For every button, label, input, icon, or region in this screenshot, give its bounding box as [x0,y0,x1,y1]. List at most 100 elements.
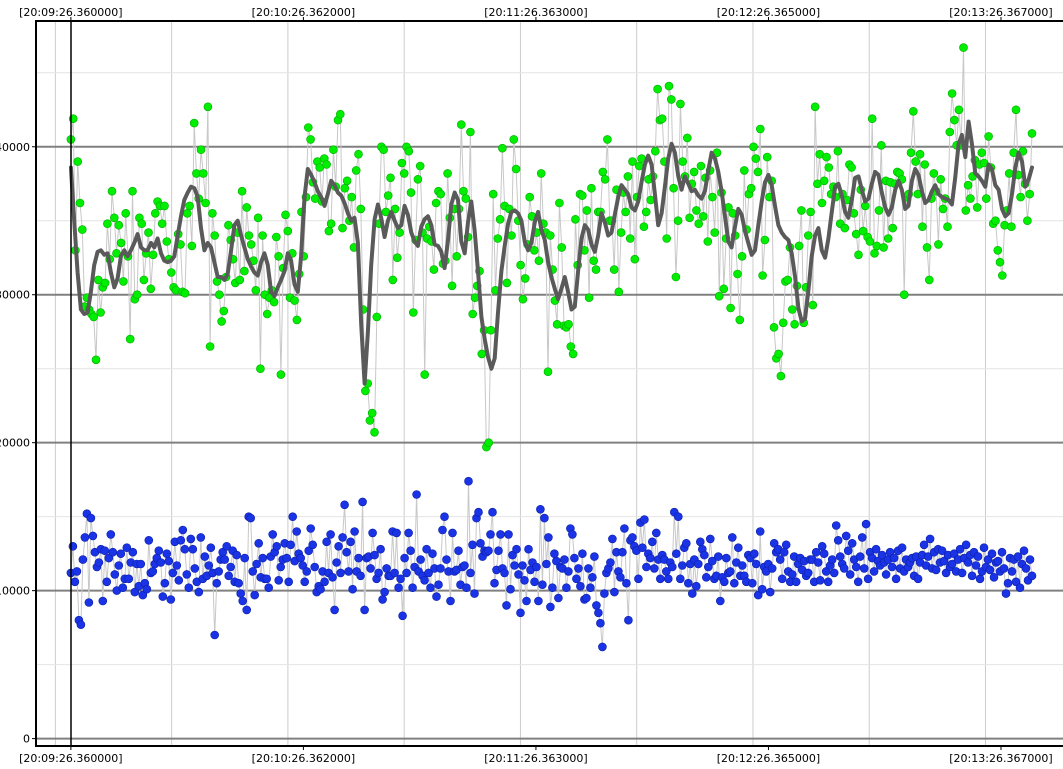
green-series-point [217,317,226,326]
green-series-point [961,206,971,215]
green-series-point [698,212,708,221]
blue-series-point [180,544,190,554]
blue-series-point [406,546,415,556]
green-series-point [797,206,806,215]
green-series-points [66,43,1037,452]
green-series-point [429,265,439,274]
blue-series-point [851,562,861,572]
green-series-point [938,204,948,214]
blue-series-point [342,547,351,557]
blue-series-point [118,583,128,593]
blue-series-point [448,528,457,538]
green-series-point [888,223,898,233]
blue-series-point [835,552,845,561]
green-series-point [240,266,249,276]
blue-series-point [550,549,559,559]
green-series-point [132,290,142,300]
green-series-point [653,84,662,94]
blue-series-point [326,530,335,539]
green-series-point [555,198,564,208]
green-series-point [673,216,683,225]
blue-series-point [681,538,691,548]
blue-series-point [268,530,278,539]
blue-series-point [889,553,899,563]
blue-series-point [460,561,469,570]
blue-series-point [993,556,1003,566]
blue-series-point [160,578,170,588]
blue-series-point [699,550,709,560]
blue-series-point [214,567,223,576]
green-series-point [778,318,788,328]
green-series-point [224,220,233,230]
blue-series-point [84,598,94,607]
green-series-point [664,81,674,91]
green-series-point [758,271,767,280]
green-series-point [577,191,587,200]
blue-series-point [769,538,779,548]
blue-series-point [308,540,318,550]
green-series-point [397,158,407,168]
blue-series-point [628,533,637,542]
blue-series-point [600,589,609,598]
green-series-point [870,249,879,258]
green-series-point [406,188,416,197]
blue-series-point [474,507,483,517]
x-tick-label-bottom: [20:12:26.365000] [717,752,820,765]
blue-series-point [695,537,705,547]
green-series-point [833,146,843,156]
green-series-point [639,222,649,231]
blue-series-point [442,555,451,564]
green-series-point [1007,222,1016,231]
blue-series-point [200,552,210,561]
green-series-point [342,176,352,186]
green-series-point [436,189,446,199]
green-series-point [502,278,512,288]
blue-series-point [476,538,485,548]
green-series-point [943,222,952,231]
green-series-point [582,206,592,215]
green-series-point [666,95,676,104]
green-series-point [408,308,418,317]
green-series-point [692,206,701,215]
blue-series-point [306,524,316,533]
blue-series-point [402,568,411,578]
blue-series-point [913,574,923,584]
blue-series-point [971,561,981,570]
green-series-point [997,271,1007,280]
blue-series-point [540,513,549,523]
blue-series-point [348,584,357,594]
blue-series-point [264,583,274,593]
blue-series-point [691,581,701,591]
blue-series-point [370,550,379,560]
blue-series-point [949,549,959,559]
blue-series-point [412,490,421,499]
blue-series-point [733,543,743,553]
blue-series-point [610,587,619,597]
green-series-point [934,240,943,249]
blue-series-point [322,537,331,547]
green-series-point [183,209,192,218]
blue-series-point [791,577,801,587]
green-series-point [650,146,660,156]
blue-series-point [232,550,241,560]
green-series-point [283,226,293,236]
green-series-point [671,272,681,282]
blue-series-point [1015,583,1025,593]
green-series-point [616,228,626,237]
green-series-point [128,186,137,196]
blue-series-point [272,541,282,551]
blue-series-point [224,571,233,581]
blue-series-point [78,555,88,564]
blue-series-point [532,562,541,572]
green-series-point [769,322,779,332]
green-series-point [498,143,507,153]
blue-series-point [102,577,112,587]
blue-series-point [979,543,989,553]
green-series-point [908,107,918,116]
green-series-point [924,275,934,285]
green-series-point [162,237,172,246]
blue-series-point [813,558,823,567]
blue-series-point [781,540,791,550]
green-series-point [139,275,149,285]
blue-series-point [857,533,867,542]
